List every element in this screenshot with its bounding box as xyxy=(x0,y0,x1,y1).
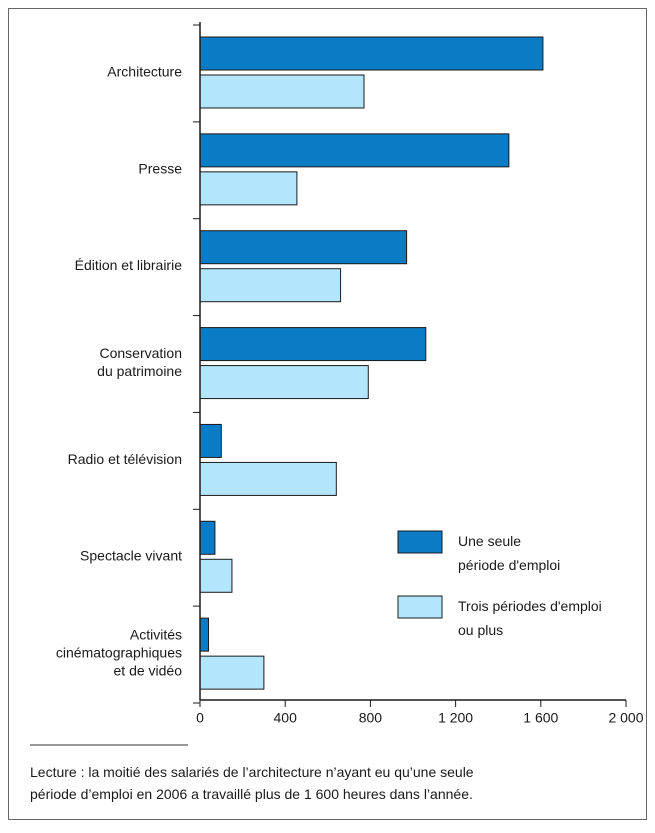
legend-label: Une seule période d'emploi xyxy=(458,533,560,573)
category-label: Presse xyxy=(138,160,182,176)
x-tick-label: 800 xyxy=(359,710,383,726)
note: Lecture : la moitié des salariés de l’ar… xyxy=(30,764,474,802)
category-label: Architecture xyxy=(107,63,182,79)
bar xyxy=(199,327,427,362)
bar xyxy=(199,268,342,303)
x-tick-label: 1 200 xyxy=(438,710,473,726)
bar xyxy=(199,617,210,652)
category-label: Activités cinématographiques et de vidéo xyxy=(56,626,182,678)
bar xyxy=(199,655,265,690)
category-label: Conservation du patrimoine xyxy=(97,345,182,379)
x-tick-label: 1 600 xyxy=(523,710,558,726)
bar xyxy=(199,36,544,71)
category-label: Radio et télévision xyxy=(68,451,182,467)
bar xyxy=(199,520,216,555)
category-label: Spectacle vivant xyxy=(80,547,182,563)
legend-swatch xyxy=(397,595,443,619)
bar xyxy=(199,558,233,593)
bar xyxy=(199,461,337,496)
bar xyxy=(199,423,222,458)
legend-swatch xyxy=(397,530,443,554)
legend-label: Trois périodes d'emploi ou plus xyxy=(458,598,602,638)
bar xyxy=(199,74,365,109)
x-tick-label: 2 000 xyxy=(608,710,643,726)
bar xyxy=(199,133,510,168)
x-tick-label: 0 xyxy=(196,710,204,726)
bar xyxy=(199,365,369,400)
bar xyxy=(199,230,408,265)
category-label: Édition et librairie xyxy=(75,257,183,273)
bar xyxy=(199,171,298,206)
frame xyxy=(8,8,647,820)
x-tick-label: 400 xyxy=(274,710,298,726)
